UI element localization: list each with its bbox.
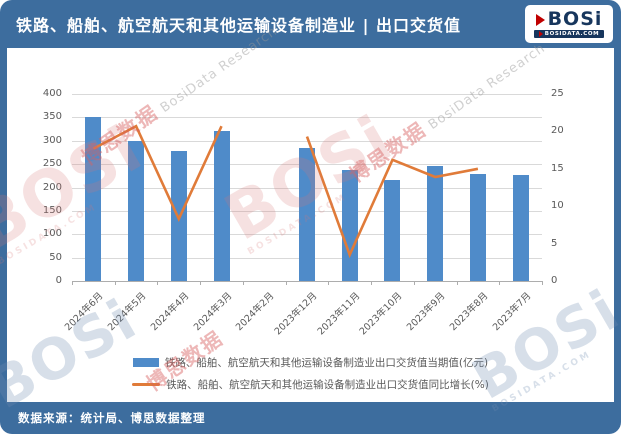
x-axis-category-label: 2023年12月 (272, 290, 320, 338)
x-axis-tick (328, 281, 330, 285)
footer: 数据来源：统计局、博思数据整理 (0, 402, 621, 434)
logo-mini-triangle-icon (538, 31, 543, 37)
x-axis-category-label: 2024年6月 (63, 290, 106, 334)
y-axis-tick-label: 300 (42, 134, 62, 146)
x-axis-category-label: 2023年11月 (315, 290, 363, 338)
y-axis-tick-label: 150 (42, 204, 62, 216)
growth-line-segment (305, 136, 479, 259)
header: 铁路、船舶、航空航天和其他运输设备制造业 | 出口交货值 BOSi BOSIDA… (0, 0, 621, 48)
legend-bar-swatch-icon (132, 358, 159, 367)
x-axis-category-label: 2024年3月 (191, 290, 235, 334)
x-axis-tick (157, 281, 159, 285)
growth-line-segment (92, 124, 223, 223)
y-axis-tick-label: 250 (42, 158, 62, 170)
legend-bar-label: 铁路、船舶、航空航天和其他运输设备制造业出口交货值当期值(亿元) (164, 357, 489, 369)
gridline (72, 94, 542, 95)
logo-wordmark: BOSi (547, 8, 603, 30)
secondary-axis-tick-label: 5 (551, 237, 558, 249)
bar (299, 147, 315, 281)
gridline (72, 140, 542, 142)
x-axis-tick (371, 281, 373, 285)
bar (427, 166, 444, 281)
secondary-axis-tick-label: 20 (551, 125, 564, 137)
legend-row-bar: 铁路、船舶、航空航天和其他运输设备制造业出口交货值当期值(亿元) (132, 355, 489, 370)
bar (341, 169, 358, 281)
y-axis-tick-label: 400 (42, 88, 62, 99)
bar (384, 179, 401, 281)
page-title: 铁路、船舶、航空航天和其他运输设备制造业 | 出口交货值 (16, 16, 461, 35)
x-axis-category-label: 2023年9月 (405, 290, 448, 334)
secondary-axis-tick-label: 15 (551, 162, 564, 174)
bar (512, 175, 529, 281)
y-axis-tick-label: 0 (55, 275, 62, 286)
x-axis-tick (285, 281, 287, 285)
x-axis-category-label: 2024年4月 (148, 290, 192, 334)
gridline (72, 117, 542, 119)
bar (128, 140, 145, 281)
logo-triangle-icon (535, 13, 545, 26)
secondary-axis-tick-label: 10 (551, 200, 564, 212)
legend-line-label: 铁路、船舶、航空航天和其他运输设备制造业出口交货值同比增长(%) (166, 379, 489, 391)
x-axis-tick (413, 281, 415, 285)
growth-line (92, 124, 479, 259)
x-axis-tick (499, 281, 501, 285)
secondary-axis-tick-label: 0 (551, 275, 558, 286)
gridline (72, 281, 542, 282)
y-axis-tick-label: 200 (42, 181, 62, 193)
bar (85, 117, 102, 281)
x-axis-tick (200, 281, 202, 285)
bar (469, 174, 486, 281)
x-axis-category-label: 2023年7月 (490, 290, 534, 334)
x-axis-tick (114, 281, 116, 285)
x-axis-tick (72, 281, 73, 285)
logo-domain-bar: BOSIDATA.COM (533, 30, 605, 38)
secondary-axis-tick-label: 25 (551, 88, 564, 99)
legend-line-swatch-icon (132, 383, 161, 386)
x-axis-tick (456, 281, 458, 285)
legend-row-line: 铁路、船舶、航空航天和其他运输设备制造业出口交货值同比增长(%) (132, 377, 489, 392)
x-axis-category-label: 2023年8月 (447, 290, 491, 334)
x-axis-category-label: 2024年5月 (105, 290, 149, 334)
data-source: 数据来源：统计局、博思数据整理 (18, 411, 206, 425)
logo-row: BOSi (535, 8, 603, 30)
y-axis-tick-label: 100 (42, 228, 62, 240)
bosi-logo: BOSi BOSIDATA.COM (525, 5, 613, 43)
y-axis-tick-label: 350 (42, 111, 62, 123)
logo-domain: BOSIDATA.COM (544, 31, 600, 37)
y-axis-tick-label: 50 (49, 251, 62, 263)
x-axis-tick (542, 281, 543, 285)
x-axis-tick (242, 281, 244, 285)
bar (213, 131, 230, 281)
x-axis-category-label: 2023年10月 (358, 290, 405, 338)
chart-legend: 铁路、船舶、航空航天和其他运输设备制造业出口交货值当期值(亿元) 铁路、船舶、航… (0, 355, 621, 392)
